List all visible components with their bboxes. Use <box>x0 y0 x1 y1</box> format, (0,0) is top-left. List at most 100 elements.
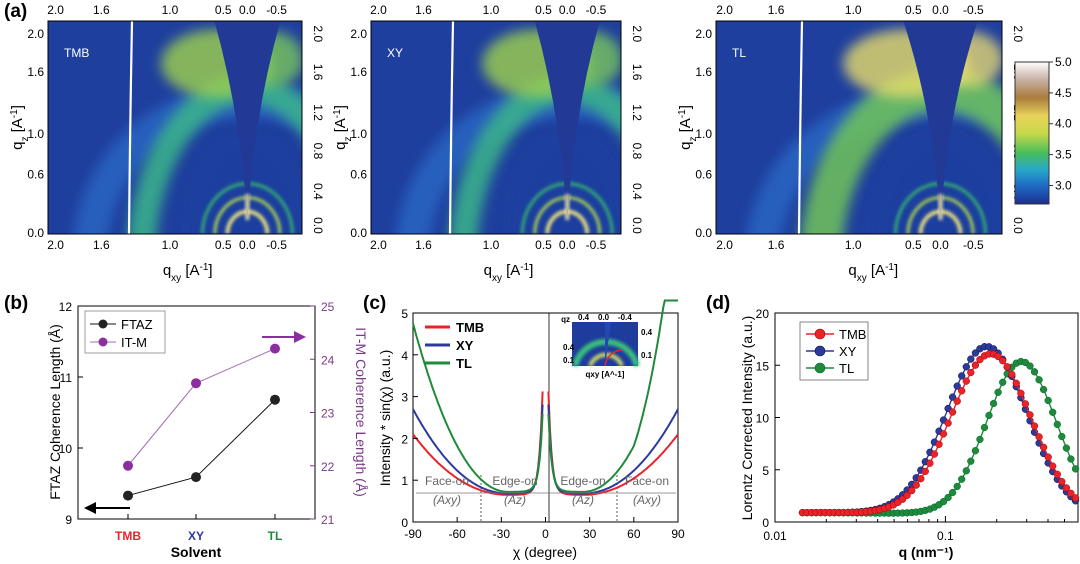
map-bottom-tick: 0.0 <box>932 238 949 252</box>
map-top-tick: 0.5 <box>215 3 232 17</box>
map-right-tick: 0.8 <box>311 143 325 160</box>
c-y-tick-label: 5 <box>401 307 408 321</box>
legend-label-itm: IT-M <box>121 335 147 350</box>
map-right-tick: 0.0 <box>311 217 325 234</box>
legend-marker-itm <box>98 337 108 347</box>
inset-ytick-2: 0.1 <box>563 356 575 365</box>
d-point-tl <box>962 467 970 475</box>
map-left-tick: 1.0 <box>695 127 712 141</box>
inset-xtick-1: 0.4 <box>578 313 590 322</box>
map-top-tick: 0.0 <box>559 3 576 17</box>
d-point-tl <box>1071 465 1080 473</box>
c-y-tick-label: 2 <box>401 432 408 446</box>
d-point-tmb <box>908 486 916 495</box>
d-point-tl <box>948 488 957 497</box>
map-right-tick: 1.6 <box>630 64 644 81</box>
d-point-tmb <box>1039 443 1048 451</box>
d-point-tl <box>989 399 998 408</box>
map-left-tick: 2.0 <box>350 27 367 41</box>
d-point-tl <box>994 388 1002 396</box>
map-frame <box>370 20 622 235</box>
map-left-tick: 2.0 <box>27 27 44 41</box>
d-y-tick-label: 5 <box>762 464 769 478</box>
map-content-tl <box>716 21 1002 234</box>
map-top-tick: -0.5 <box>266 3 287 17</box>
b-point-ftaz <box>191 472 201 483</box>
d-point-tl <box>999 378 1007 386</box>
d-point-tmb <box>939 430 948 438</box>
inset-xtick-3: -0.4 <box>618 313 632 322</box>
map-top-tick: 2.0 <box>716 3 733 17</box>
c-y-tick-label: 1 <box>401 474 408 488</box>
b-line-ftaz <box>127 399 276 497</box>
d-point-tl <box>944 493 952 502</box>
c-x-tick-label: -60 <box>448 527 466 541</box>
map-bottom-tick: -0.5 <box>586 238 607 252</box>
map-xlabel: qxy [A-1] <box>163 262 213 284</box>
map-xlabel: qxy [A-1] <box>848 262 898 284</box>
panel-c-ticks: -90 -60 -30 0 30 60 90 0 1 2 3 4 5 <box>401 307 685 541</box>
map-top-tick: 2.0 <box>47 3 64 17</box>
panel-c-xlabel: χ (degree) <box>513 544 577 560</box>
map-top-tick: 0.0 <box>239 3 256 17</box>
c-region-label: Face-on <box>625 474 669 488</box>
colorbar-tick-label: 4.5 <box>1055 86 1072 100</box>
map-frame <box>47 20 303 235</box>
map-content-xy <box>371 21 621 234</box>
b-category-tl: TL <box>268 529 283 543</box>
panel-d-legend: TMB XY TL <box>799 321 869 381</box>
d-point-xy <box>953 382 961 390</box>
inset-xtick-2: 0.0 <box>598 313 610 322</box>
c-region-sub: (Az) <box>572 493 594 507</box>
c-curve-tl <box>412 299 678 493</box>
b-point-itm <box>123 460 133 471</box>
legend-label-tmb-c: TMB <box>456 320 484 335</box>
map-xlabel: qxy [A-1] <box>484 262 534 284</box>
d-point-tmb <box>1035 433 1043 441</box>
d-point-tl <box>1035 376 1043 384</box>
inset-ytick-1: 0.4 <box>563 343 575 352</box>
map-tl: TL 2.0 1.6 1.0 0.5 0.0 -0.5 2.0 1.6 1.0 0.5 0.0 -0.5… <box>677 3 1026 284</box>
d-y-tick-label: 15 <box>756 359 770 373</box>
panel-c-regions: Face-on (Axy) Edge-on (Az) Edge-on (Az) Face-o… <box>416 474 676 507</box>
map-top-tick: -0.5 <box>963 3 984 17</box>
d-point-tmb <box>903 491 911 499</box>
d-point-tmb <box>926 459 934 467</box>
giwaxs-maps: TMB 2.0 1.6 1.0 0.5 0.0 -0.5 2.0 1.6 1.0 0.5 0.0 -0.… <box>9 3 1026 284</box>
map-left-tick: 0.6 <box>350 167 367 181</box>
panel-b-categories: TMB XY TL <box>115 514 282 543</box>
d-point-tl <box>1039 385 1048 394</box>
map-top-tick: 2.0 <box>370 3 387 17</box>
map-left-tick: 0.0 <box>350 226 367 240</box>
map-left-tick: 0.6 <box>27 167 44 181</box>
d-point-tl <box>939 497 948 506</box>
b-line-itm <box>127 348 276 467</box>
b-right-tick-label: 21 <box>321 513 335 527</box>
d-point-tmb <box>1044 453 1052 461</box>
c-x-tick-label: -30 <box>493 527 511 541</box>
legend-marker-ftaz <box>98 319 108 329</box>
map-beam-streak <box>245 194 250 220</box>
colorbar-tick-label: 3.5 <box>1055 148 1072 162</box>
d-point-tl <box>967 457 975 465</box>
map-bottom-tick: -0.5 <box>266 238 287 252</box>
inset-ylabel: qz <box>561 315 570 324</box>
legend-label-tl-c: TL <box>456 356 472 371</box>
b-point-itm <box>191 378 201 389</box>
map-white-line <box>797 21 804 234</box>
d-point-tmb <box>917 475 925 483</box>
panel-c: -90 -60 -30 0 30 60 90 0 1 2 3 4 5 Face-on (Axy) Edge-… <box>377 299 685 560</box>
map-top-tick: 1.0 <box>483 3 500 17</box>
b-left-tick-label: 11 <box>60 371 73 385</box>
map-left-tick: 1.6 <box>695 65 712 79</box>
c-y-tick-label: 0 <box>401 516 408 530</box>
map-right-tick: 0.4 <box>311 183 325 200</box>
b-left-tick-label: 12 <box>59 300 73 314</box>
d-point-tmb <box>930 450 939 458</box>
d-point-tl <box>1049 408 1057 416</box>
map-bottom-tick: 0.5 <box>905 238 922 252</box>
map-left-tick: 1.6 <box>27 65 44 79</box>
d-point-tmb <box>1030 422 1039 430</box>
d-y-tick-label: 0 <box>762 516 769 530</box>
